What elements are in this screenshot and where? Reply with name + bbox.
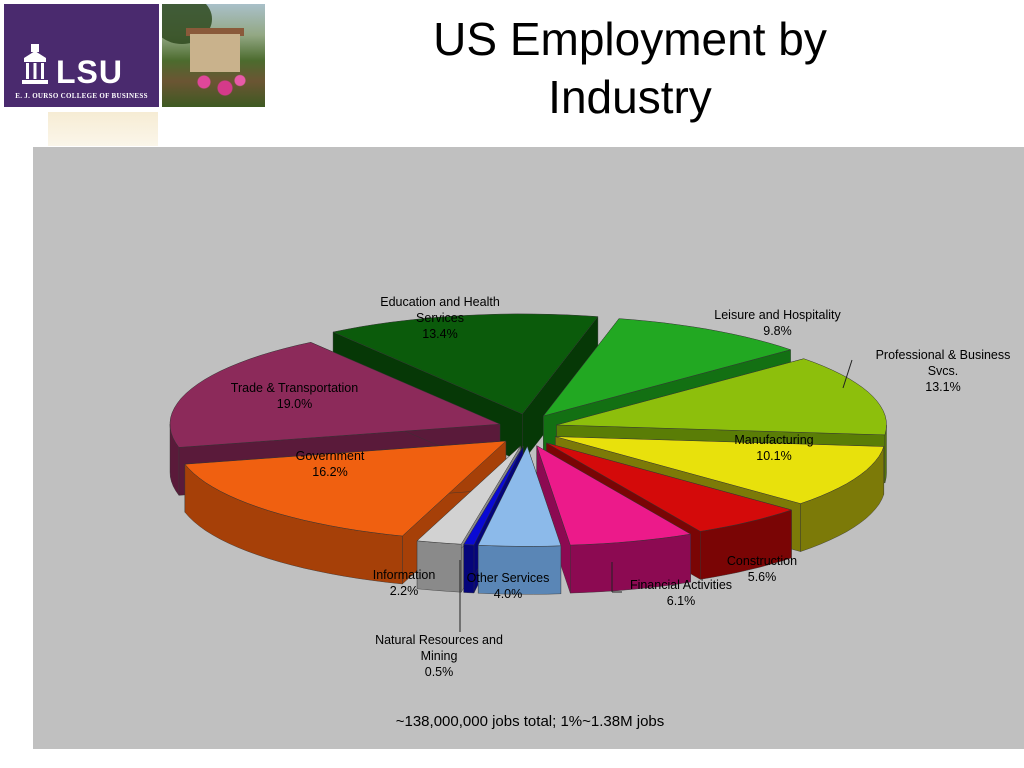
label-financial-activities: Financial Activities 6.1% bbox=[629, 578, 733, 608]
label-manufacturing: Manufacturing 10.1% bbox=[734, 433, 814, 463]
page-title: US Employment by Industry bbox=[330, 10, 930, 126]
slice-top bbox=[332, 313, 599, 415]
lsu-logo: LSU E. J. OURSO COLLEGE OF BUSINESS bbox=[4, 4, 159, 107]
slice-top bbox=[556, 358, 887, 436]
title-line-1: US Employment by bbox=[433, 13, 827, 65]
leader-line bbox=[842, 359, 853, 389]
slice-top bbox=[184, 440, 507, 537]
label-other-services: Other Services 4.0% bbox=[466, 571, 550, 601]
title-line-2: Industry bbox=[548, 71, 712, 123]
campus-photo bbox=[162, 4, 265, 107]
pie-slice bbox=[184, 440, 507, 585]
pie-slice bbox=[477, 445, 562, 595]
building-icon bbox=[22, 44, 48, 84]
slice-top bbox=[555, 436, 885, 504]
slice-top bbox=[542, 318, 792, 417]
slice-top bbox=[536, 445, 692, 546]
slice-top bbox=[416, 445, 521, 545]
label-information: Information 2.2% bbox=[372, 568, 436, 598]
decorative-band bbox=[48, 112, 158, 146]
logo-college-name: E. J. OURSO COLLEGE OF BUSINESS bbox=[15, 92, 148, 100]
slice-top bbox=[477, 445, 562, 547]
label-natural-resources: Natural Resources and Mining 0.5% bbox=[375, 633, 503, 679]
logo-wordmark: LSU bbox=[56, 54, 123, 90]
pie-slice bbox=[536, 445, 692, 594]
label-leisure-hospitality: Leisure and Hospitality 9.8% bbox=[714, 308, 841, 338]
label-trade-transportation: Trade & Transportation 19.0% bbox=[230, 381, 359, 411]
slice-top bbox=[546, 442, 793, 532]
slice-top bbox=[463, 446, 524, 546]
slice-top bbox=[169, 342, 501, 448]
label-education-health: Education and Health Services 13.4% bbox=[380, 295, 500, 341]
chart-footnote: ~138,000,000 jobs total; 1%~1.38M jobs bbox=[395, 713, 665, 730]
label-construction: Construction 5.6% bbox=[726, 554, 798, 584]
label-professional-business: Professional & Business Svcs. 13.1% bbox=[875, 348, 1011, 394]
label-government: Government 16.2% bbox=[295, 449, 365, 479]
